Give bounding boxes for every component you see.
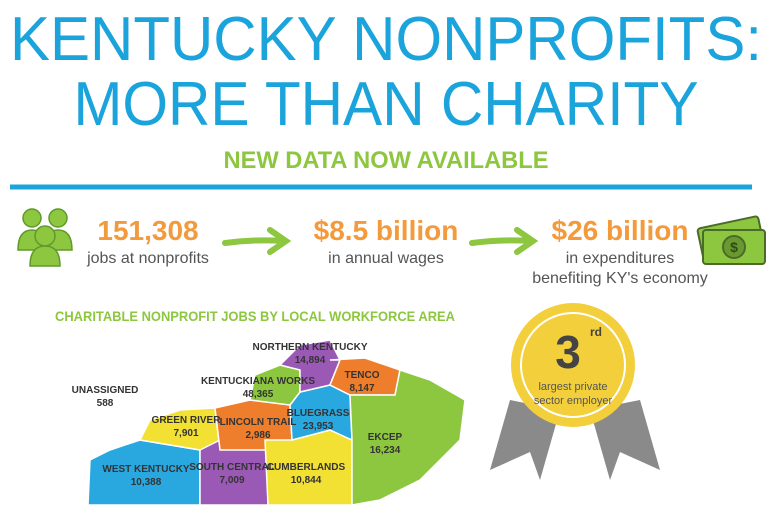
svg-text:$: $: [730, 239, 738, 255]
title-line: KENTUCKY NONPROFITS:: [10, 5, 762, 74]
region-jobs: 16,234: [370, 445, 401, 456]
badge-text: largest private: [538, 381, 607, 393]
stat-label: jobs at nonprofits: [86, 250, 209, 267]
region-jobs: 23,953: [303, 421, 334, 432]
stat-value: $26 billion: [552, 215, 689, 246]
badge-rank: 3: [555, 326, 581, 378]
region-name: KENTUCKIANA WORKS: [201, 376, 315, 387]
region-name: GREEN RIVER: [152, 415, 222, 426]
region-jobs: 7,901: [173, 428, 198, 439]
people-icon: [17, 208, 73, 267]
region-jobs: 10,844: [291, 475, 322, 486]
title-line: MORE THAN CHARITY: [74, 70, 699, 139]
arrow: [469, 227, 539, 255]
region-jobs: 10,388: [131, 477, 162, 488]
map-title: CHARITABLE NONPROFIT JOBS BY LOCAL WORKF…: [55, 308, 455, 324]
arrow: [222, 227, 292, 255]
region-name: SOUTH CENTRAL: [189, 462, 275, 473]
region-name: TENCO: [345, 370, 380, 381]
kentucky-map: [87, 339, 466, 506]
region-name: WEST KENTUCKY: [102, 464, 190, 475]
stat-label: in annual wages: [328, 250, 444, 267]
region-jobs: 14,894: [295, 355, 326, 366]
badge-text: sector employer: [534, 395, 613, 407]
region-labels: NORTHERN KENTUCKY 14,894 TENCO 8,147 KENTUCK…: [72, 342, 403, 488]
region-jobs: 48,365: [243, 389, 274, 400]
region-name: NORTHERN KENTUCKY: [253, 342, 368, 353]
subtitle: NEW DATA NOW AVAILABLE: [224, 147, 549, 174]
region-jobs: 7,009: [219, 475, 244, 486]
stat-label: benefiting KY's economy: [532, 270, 708, 287]
stat-value: $8.5 billion: [314, 215, 459, 246]
region-jobs: 2,986: [245, 430, 270, 441]
region-jobs: 588: [97, 398, 114, 409]
region-name: BLUEGRASS: [287, 408, 350, 419]
stat-label: in expenditures: [566, 250, 675, 267]
region-name: EKCEP: [368, 432, 403, 443]
stat-value: 151,308: [97, 215, 198, 246]
badge-suffix: rd: [590, 325, 602, 339]
region-name: LINCOLN TRAIL: [220, 417, 297, 428]
region-name: UNASSIGNED: [72, 385, 139, 396]
region-jobs: 8,147: [349, 383, 374, 394]
region-name: CUMBERLANDS: [267, 462, 346, 473]
ribbon-badge: 3 rd largest private sector employer: [490, 303, 660, 480]
money-icon: $: [696, 215, 766, 265]
